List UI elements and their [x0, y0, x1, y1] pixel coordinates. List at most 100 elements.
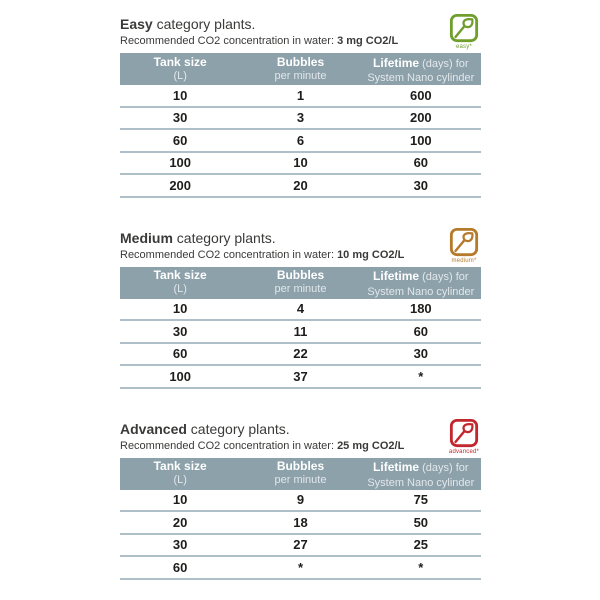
easy-category-badge: easy* [445, 13, 483, 51]
column-header-unit: System Nano cylinder [367, 476, 475, 489]
badge-label: advanced* [448, 448, 480, 455]
column-header-label: Bubbles [276, 459, 325, 474]
co2-recommendation-label: Recommended CO2 concentration in water: [120, 35, 338, 47]
column-header-tank-size: Tank size (L) [120, 268, 240, 296]
bubbles-cell: 4 [296, 301, 305, 317]
column-header-label: Bubbles [276, 54, 325, 69]
section-easy-header: Easy category plants. Recommended CO2 co… [120, 16, 481, 53]
easy-table: Tank size (L) Bubbles per minute Lifetim… [120, 53, 481, 198]
section-title: Advanced category plants. [120, 421, 437, 437]
column-header-label: Bubbles [276, 268, 325, 283]
column-header-tank-size: Tank size (L) [120, 55, 240, 83]
column-header-lifetime: Lifetime (days) for System Nano cylinder [361, 266, 481, 299]
table-row: 60 * * [120, 557, 481, 580]
section-title: Medium category plants. [120, 230, 437, 246]
tank-size-cell: 10 [172, 87, 188, 103]
table-header-row: Tank size (L) Bubbles per minute Lifetim… [120, 457, 481, 490]
column-header-unit: per minute [274, 474, 327, 487]
bubbles-cell: * [297, 559, 304, 575]
column-header-label: Tank size [153, 459, 207, 474]
tank-size-cell: 60 [172, 132, 188, 148]
category-name: Medium [120, 229, 173, 246]
tank-size-cell: 30 [172, 323, 188, 339]
tank-size-cell: 60 [172, 559, 188, 575]
leaf-icon [449, 418, 479, 447]
lifetime-cell: * [418, 368, 424, 384]
column-header-label-rest: (days) for [419, 57, 469, 70]
section-advanced-header: Advanced category plants. Recommended CO… [120, 421, 481, 458]
category-name-rest: category plants. [172, 229, 276, 246]
section-medium: Medium category plants. Recommended CO2 … [120, 227, 483, 389]
co2-recommendation-label: Recommended CO2 concentration in water: [120, 248, 338, 261]
column-header-unit: System Nano cylinder [367, 285, 475, 298]
lifetime-cell: 50 [413, 514, 429, 530]
bubbles-cell: 6 [296, 132, 305, 148]
bubbles-cell: 18 [293, 514, 308, 530]
table-row: 30 27 25 [120, 535, 481, 557]
tank-size-cell: 20 [172, 514, 188, 530]
bubbles-cell: 20 [293, 177, 308, 193]
section-advanced: Advanced category plants. Recommended CO… [120, 418, 483, 580]
medium-category-badge: medium* [445, 227, 483, 265]
lifetime-cell: 60 [413, 155, 429, 171]
table-row: 200 20 30 [120, 175, 481, 198]
bubbles-cell: 27 [293, 537, 308, 553]
lifetime-cell: 180 [409, 301, 432, 317]
table-row: 10 4 180 [120, 299, 481, 321]
badge-label: easy* [455, 44, 472, 50]
tank-size-cell: 10 [172, 301, 188, 317]
column-header-lifetime: Lifetime (days) for System Nano cylinder [361, 53, 481, 86]
tank-size-cell: 30 [172, 110, 188, 126]
table-header-row: Tank size (L) Bubbles per minute Lifetim… [120, 53, 481, 85]
table-row: 100 10 60 [120, 153, 481, 175]
section-medium-header: Medium category plants. Recommended CO2 … [120, 230, 481, 267]
section-title: Easy category plants. [120, 16, 437, 32]
lifetime-cell: * [418, 559, 424, 575]
column-header-lifetime: Lifetime (days) for System Nano cylinder [361, 457, 481, 490]
table-row: 100 37 * [120, 366, 481, 389]
column-header-label: Lifetime [373, 460, 420, 475]
badge-label: medium* [451, 257, 477, 264]
column-header-unit: (L) [173, 283, 187, 296]
bubbles-cell: 37 [293, 368, 308, 384]
category-name-rest: category plants. [152, 16, 256, 32]
lifetime-cell: 30 [413, 346, 429, 362]
column-header-label: Lifetime [373, 55, 420, 70]
table-row: 60 6 100 [120, 130, 481, 153]
table-row: 30 11 60 [120, 321, 481, 344]
column-header-label: Tank size [153, 54, 207, 69]
table-row: 10 9 75 [120, 490, 481, 512]
column-header-tank-size: Tank size (L) [120, 459, 240, 487]
lifetime-cell: 200 [409, 110, 432, 126]
column-header-bubbles: Bubbles per minute [240, 268, 360, 296]
co2-recommendation-value: 10 mg CO2/L [337, 248, 405, 261]
column-header-unit: per minute [274, 69, 327, 82]
medium-table: Tank size (L) Bubbles per minute Lifetim… [120, 266, 481, 389]
column-header-bubbles: Bubbles per minute [240, 55, 360, 83]
bubbles-cell: 11 [293, 323, 308, 339]
leaf-icon [449, 227, 479, 256]
lifetime-cell: 60 [413, 323, 429, 339]
table-row: 20 18 50 [120, 512, 481, 535]
table-header-row: Tank size (L) Bubbles per minute Lifetim… [120, 266, 481, 299]
co2-recommendation-value: 25 mg CO2/L [337, 439, 405, 452]
table-row: 60 22 30 [120, 344, 481, 366]
advanced-category-badge: advanced* [445, 418, 483, 456]
lifetime-cell: 100 [409, 132, 432, 148]
tank-size-cell: 200 [169, 177, 192, 193]
category-name: Easy [120, 16, 153, 32]
tank-size-cell: 100 [169, 368, 192, 384]
bubbles-cell: 10 [293, 155, 308, 171]
co2-recommendation: Recommended CO2 concentration in water: … [120, 35, 437, 47]
category-name-rest: category plants. [186, 420, 290, 437]
tank-size-cell: 60 [172, 346, 188, 362]
bubbles-cell: 1 [296, 87, 305, 103]
column-header-unit: per minute [274, 283, 327, 296]
column-header-label: Lifetime [373, 269, 420, 284]
co2-recommendation: Recommended CO2 concentration in water: … [120, 249, 437, 261]
tank-size-cell: 10 [172, 492, 188, 508]
column-header-label-rest: (days) for [419, 462, 469, 475]
content-column: Easy category plants. Recommended CO2 co… [120, 13, 483, 600]
section-easy: Easy category plants. Recommended CO2 co… [120, 13, 483, 198]
